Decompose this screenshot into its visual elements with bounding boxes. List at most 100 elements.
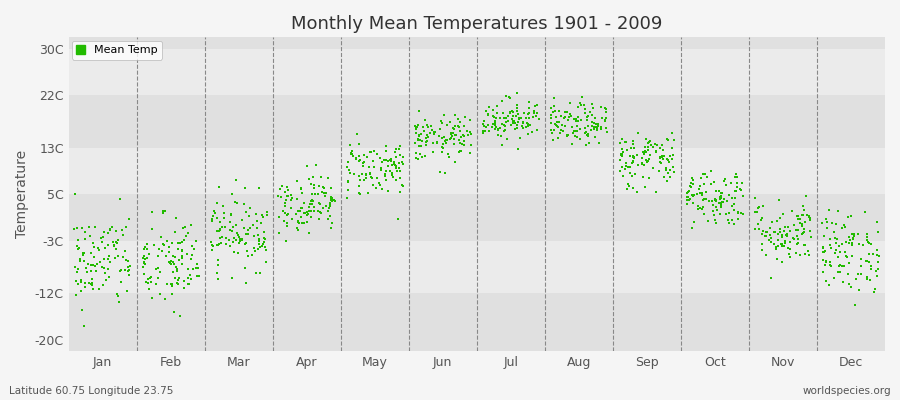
Point bbox=[352, 158, 366, 164]
Point bbox=[665, 156, 680, 163]
Point bbox=[612, 168, 626, 174]
Point bbox=[90, 261, 104, 267]
Point bbox=[772, 196, 787, 203]
Point bbox=[72, 245, 86, 251]
Point bbox=[682, 188, 697, 194]
Point bbox=[322, 205, 337, 211]
Point bbox=[637, 151, 652, 157]
Point bbox=[448, 132, 463, 138]
Point bbox=[782, 251, 796, 258]
Point bbox=[714, 193, 728, 199]
Point bbox=[419, 139, 434, 145]
Point bbox=[708, 198, 723, 204]
Point bbox=[623, 170, 637, 177]
Point bbox=[145, 209, 159, 215]
Point bbox=[548, 108, 562, 114]
Point bbox=[726, 206, 741, 213]
Point bbox=[411, 156, 426, 162]
Point bbox=[734, 210, 748, 216]
Point bbox=[734, 186, 749, 193]
Point bbox=[481, 112, 495, 118]
Point bbox=[587, 126, 601, 132]
Bar bbox=[68, 340, 885, 351]
Point bbox=[767, 240, 781, 247]
Point bbox=[582, 109, 597, 115]
Point bbox=[754, 215, 769, 222]
Point bbox=[513, 114, 527, 121]
Point bbox=[107, 242, 122, 248]
Point bbox=[452, 136, 466, 143]
Point bbox=[649, 189, 663, 195]
Point bbox=[816, 256, 831, 263]
Point bbox=[425, 127, 439, 133]
Bar bbox=[68, 37, 885, 49]
Point bbox=[145, 295, 159, 302]
Point bbox=[591, 121, 606, 128]
Point bbox=[558, 114, 572, 120]
Point bbox=[626, 155, 641, 161]
Point bbox=[379, 143, 393, 149]
Point bbox=[500, 112, 515, 119]
Point bbox=[803, 228, 817, 234]
Point bbox=[281, 192, 295, 199]
Point bbox=[641, 146, 655, 153]
Point bbox=[683, 196, 698, 202]
Point bbox=[787, 222, 801, 228]
Point bbox=[497, 128, 511, 134]
Point bbox=[438, 138, 453, 144]
Point bbox=[731, 216, 745, 222]
Point bbox=[192, 273, 206, 279]
Point bbox=[545, 108, 560, 115]
Point bbox=[656, 147, 670, 153]
Point bbox=[149, 266, 164, 272]
Point bbox=[460, 128, 474, 135]
Point bbox=[340, 194, 355, 201]
Point bbox=[728, 188, 742, 194]
Point bbox=[795, 212, 809, 218]
Point bbox=[70, 224, 85, 231]
Point bbox=[211, 199, 225, 206]
Point bbox=[699, 188, 714, 195]
Point bbox=[681, 194, 696, 200]
Point bbox=[646, 144, 661, 150]
Point bbox=[157, 207, 171, 214]
Point bbox=[698, 196, 713, 202]
Point bbox=[712, 199, 726, 206]
Point bbox=[244, 252, 258, 258]
Point bbox=[210, 270, 224, 276]
Point bbox=[722, 220, 736, 226]
Point bbox=[836, 279, 850, 285]
Point bbox=[588, 115, 602, 122]
Point bbox=[644, 142, 658, 148]
Point bbox=[162, 249, 176, 255]
Point bbox=[452, 124, 466, 130]
Point bbox=[411, 143, 426, 150]
Point bbox=[446, 141, 461, 148]
Point bbox=[506, 118, 520, 124]
Point bbox=[639, 148, 653, 155]
Point bbox=[285, 195, 300, 202]
Point bbox=[247, 245, 261, 252]
Point bbox=[252, 235, 266, 242]
Point bbox=[453, 119, 467, 125]
Point bbox=[818, 278, 832, 284]
Point bbox=[819, 258, 833, 264]
Point bbox=[626, 158, 640, 164]
Point bbox=[364, 175, 379, 182]
Point bbox=[170, 280, 184, 286]
Point bbox=[479, 108, 493, 114]
Point bbox=[297, 199, 311, 206]
Point bbox=[755, 203, 770, 209]
Point bbox=[293, 186, 308, 192]
Title: Monthly Mean Temperatures 1901 - 2009: Monthly Mean Temperatures 1901 - 2009 bbox=[291, 15, 662, 33]
Point bbox=[361, 190, 375, 196]
Point bbox=[752, 226, 766, 232]
Point bbox=[379, 147, 393, 154]
Point bbox=[522, 110, 536, 116]
Point bbox=[492, 125, 507, 131]
Point bbox=[228, 199, 242, 205]
Point bbox=[227, 248, 241, 255]
Point bbox=[109, 246, 123, 252]
Point bbox=[497, 114, 511, 121]
Point bbox=[613, 140, 627, 146]
